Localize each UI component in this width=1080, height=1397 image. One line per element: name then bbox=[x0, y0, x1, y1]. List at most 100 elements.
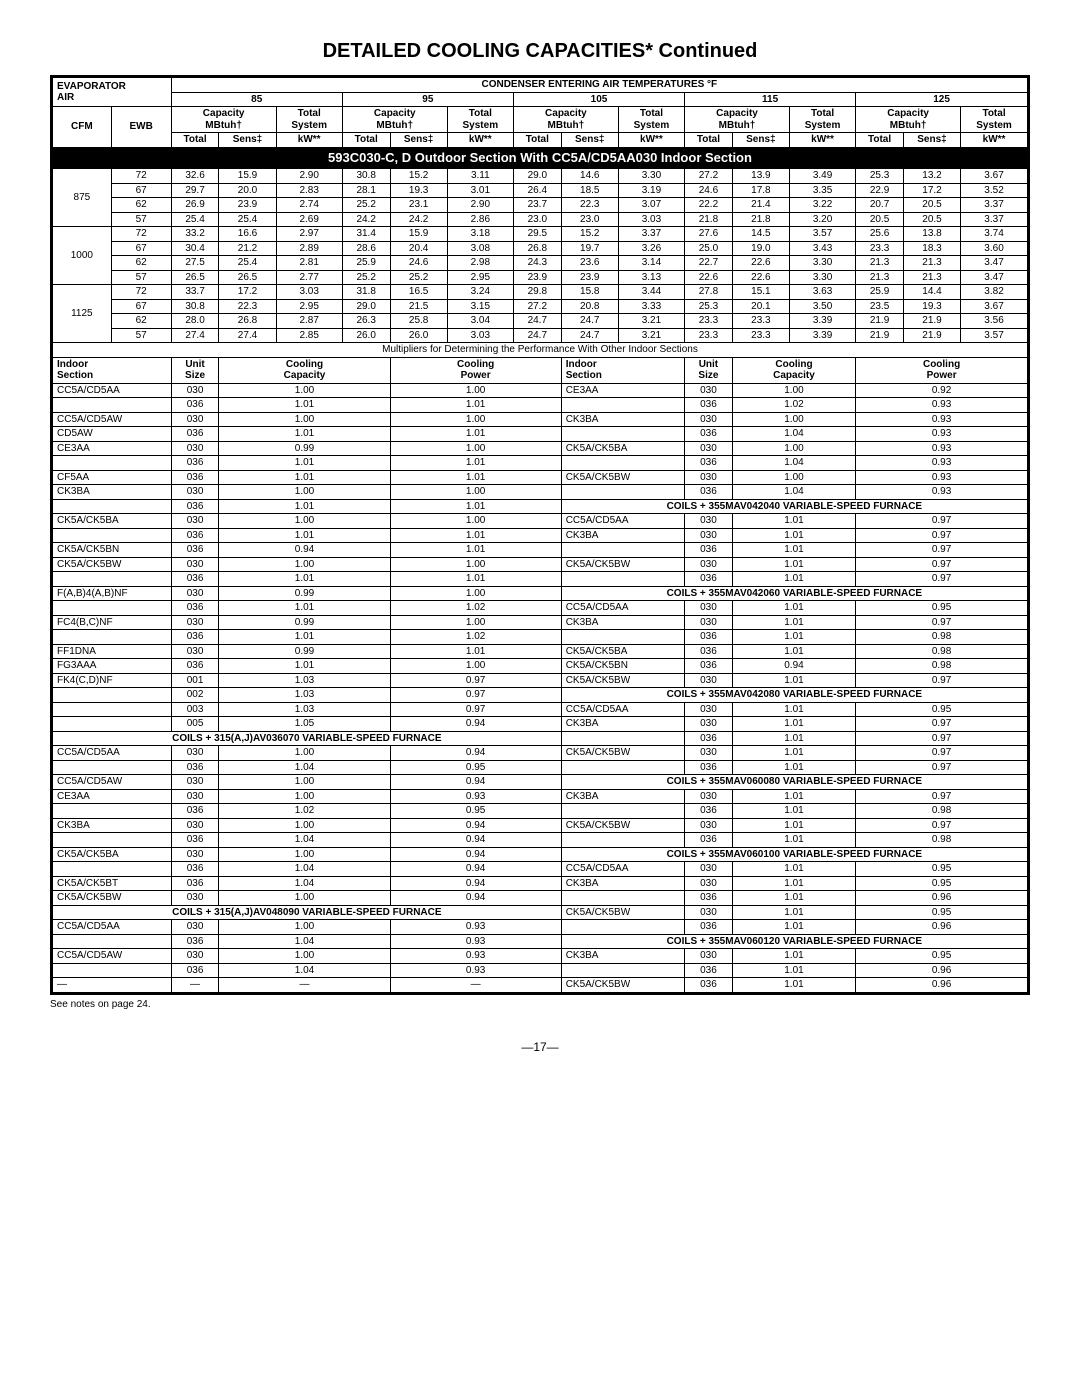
cell-val: 25.2 bbox=[342, 198, 390, 213]
cell-val: 3.14 bbox=[618, 256, 684, 271]
cell-val: 16.5 bbox=[390, 285, 447, 300]
cell-val: 26.8 bbox=[219, 314, 276, 329]
cell-indoor-section bbox=[52, 702, 172, 717]
cell-val: 24.2 bbox=[390, 212, 447, 227]
cell-val: 23.6 bbox=[561, 256, 618, 271]
cell-val: 21.8 bbox=[685, 212, 733, 227]
cell-val: 22.6 bbox=[732, 270, 789, 285]
hdr-temp: 105 bbox=[513, 92, 684, 107]
cell-val: 3.30 bbox=[618, 169, 684, 184]
cell-val: 24.7 bbox=[513, 328, 561, 343]
cell-ewb: 62 bbox=[111, 314, 171, 329]
cell-cool-capacity: 1.01 bbox=[732, 833, 855, 848]
hdr-sub: Total bbox=[342, 133, 390, 148]
hdr-cap-r: CoolingCapacity bbox=[732, 357, 855, 383]
cell-unit-size: 030 bbox=[171, 775, 219, 790]
cell-val: 20.1 bbox=[732, 299, 789, 314]
cell-cool-capacity: 1.01 bbox=[732, 514, 855, 529]
cell-val: 3.43 bbox=[789, 241, 855, 256]
hdr-indoor-r: IndoorSection bbox=[561, 357, 684, 383]
cell-cool-capacity: 1.01 bbox=[732, 702, 855, 717]
cell-indoor-section: CE3AA bbox=[561, 383, 684, 398]
cell-cool-power: 1.00 bbox=[390, 557, 561, 572]
cell-unit-size: 030 bbox=[171, 412, 219, 427]
hdr-unit-l: UnitSize bbox=[171, 357, 219, 383]
cell-cool-capacity: 1.04 bbox=[219, 963, 390, 978]
cell-cool-capacity: 1.01 bbox=[732, 673, 855, 688]
cell-section-header: COILS + 315(A,J)AV048090 VARIABLE-SPEED … bbox=[52, 905, 562, 920]
cell-cool-capacity: 1.04 bbox=[732, 427, 855, 442]
cell-val: 24.3 bbox=[513, 256, 561, 271]
cell-section-header: COILS + 355MAV060080 VARIABLE-SPEED FURN… bbox=[561, 775, 1028, 790]
hdr-sub: Total bbox=[685, 133, 733, 148]
cell-unit-size: 036 bbox=[685, 398, 733, 413]
hdr-pow-r: CoolingPower bbox=[856, 357, 1029, 383]
cell-cool-power: 0.97 bbox=[390, 673, 561, 688]
cell-cool-capacity: 1.00 bbox=[732, 441, 855, 456]
cell-indoor-section: CC5A/CD5AA bbox=[561, 862, 684, 877]
hdr-sub: Total bbox=[171, 133, 219, 148]
cell-unit-size: 030 bbox=[171, 920, 219, 935]
cell-indoor-section: CE3AA bbox=[52, 789, 172, 804]
cell-unit-size: 030 bbox=[171, 891, 219, 906]
cell-cool-power: 0.98 bbox=[856, 644, 1029, 659]
cell-val: 27.8 bbox=[685, 285, 733, 300]
cell-cool-power: 0.93 bbox=[856, 470, 1029, 485]
cell-cool-power: 1.00 bbox=[390, 514, 561, 529]
cell-cool-capacity: 1.00 bbox=[732, 470, 855, 485]
cell-cool-capacity: 1.01 bbox=[732, 789, 855, 804]
cell-indoor-section: CC5A/CD5AW bbox=[52, 949, 172, 964]
cell-cool-capacity: 1.04 bbox=[219, 760, 390, 775]
cell-cool-power: 0.97 bbox=[856, 717, 1029, 732]
cell-unit-size: 036 bbox=[685, 630, 733, 645]
cell-val: 25.9 bbox=[856, 285, 904, 300]
cell-indoor-section: CK3BA bbox=[561, 717, 684, 732]
cell-cool-capacity: 1.01 bbox=[219, 630, 390, 645]
cell-cool-capacity: 1.00 bbox=[219, 746, 390, 761]
cell-cool-capacity: 1.00 bbox=[219, 847, 390, 862]
cell-val: 21.3 bbox=[856, 270, 904, 285]
cell-indoor-section: CK5A/CK5BN bbox=[561, 659, 684, 674]
cell-cool-power: 0.98 bbox=[856, 659, 1029, 674]
cell-val: 17.2 bbox=[219, 285, 276, 300]
cell-unit-size: 030 bbox=[685, 905, 733, 920]
cell-val: 15.9 bbox=[219, 169, 276, 184]
cell-unit-size: 036 bbox=[685, 644, 733, 659]
cell-cool-capacity: 0.99 bbox=[219, 644, 390, 659]
cell-unit-size: 030 bbox=[171, 615, 219, 630]
cell-unit-size: 036 bbox=[171, 862, 219, 877]
cell-val: 25.9 bbox=[342, 256, 390, 271]
cell-val: 24.7 bbox=[561, 314, 618, 329]
cell-val: 18.5 bbox=[561, 183, 618, 198]
cell-val: 3.15 bbox=[447, 299, 513, 314]
cell-cool-power: 0.96 bbox=[856, 978, 1029, 994]
cell-cool-capacity: 1.00 bbox=[219, 789, 390, 804]
cell-val: 19.0 bbox=[732, 241, 789, 256]
cell-indoor-section bbox=[561, 456, 684, 471]
cell-unit-size: 036 bbox=[685, 572, 733, 587]
cell-indoor-section: CK3BA bbox=[52, 485, 172, 500]
cell-val: 3.50 bbox=[789, 299, 855, 314]
cell-section-header: COILS + 355MAV042080 VARIABLE-SPEED FURN… bbox=[561, 688, 1028, 703]
cell-cool-capacity: 1.01 bbox=[732, 601, 855, 616]
cell-cool-power: 0.97 bbox=[856, 572, 1029, 587]
cell-cool-power: 0.94 bbox=[390, 847, 561, 862]
cell-unit-size: 030 bbox=[685, 383, 733, 398]
cell-val: 3.03 bbox=[276, 285, 342, 300]
cell-cool-power: 0.93 bbox=[856, 412, 1029, 427]
cell-indoor-section bbox=[561, 543, 684, 558]
cell-val: 23.0 bbox=[513, 212, 561, 227]
cell-val: 3.37 bbox=[961, 212, 1029, 227]
cell-val: 2.85 bbox=[276, 328, 342, 343]
cell-unit-size: 036 bbox=[685, 485, 733, 500]
cell-unit-size: 036 bbox=[171, 833, 219, 848]
cell-cool-power: 1.00 bbox=[390, 441, 561, 456]
cell-val: 26.0 bbox=[390, 328, 447, 343]
cell-cool-power: 0.98 bbox=[856, 630, 1029, 645]
cell-cool-capacity: 1.04 bbox=[219, 876, 390, 891]
hdr-indoor-l: IndoorSection bbox=[52, 357, 172, 383]
cell-val: 24.7 bbox=[561, 328, 618, 343]
cell-cool-power: 0.98 bbox=[856, 833, 1029, 848]
hdr-total-system: TotalSystem bbox=[618, 107, 684, 133]
cell-unit-size: 030 bbox=[171, 485, 219, 500]
